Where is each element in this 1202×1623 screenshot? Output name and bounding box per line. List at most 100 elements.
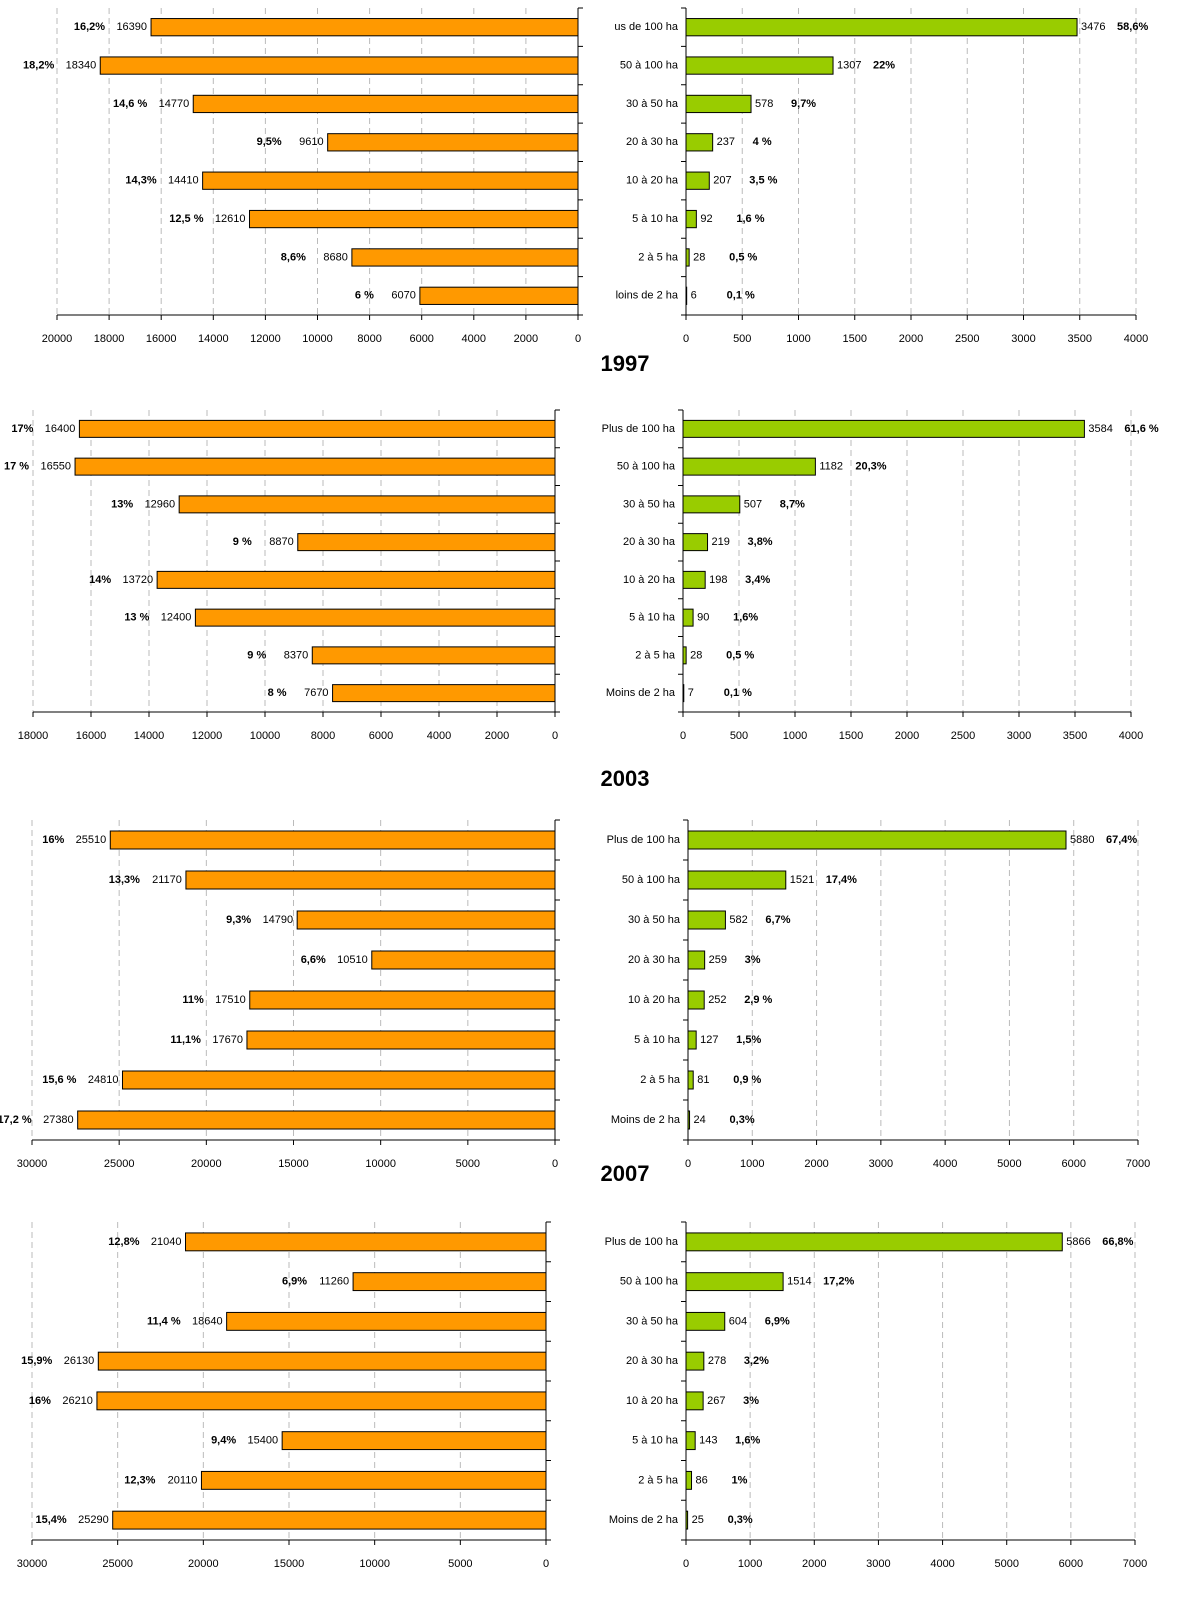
category-label: 2 à 5 ha <box>640 1074 681 1086</box>
x-tick-label: 6000 <box>409 333 433 345</box>
x-tick-label: 4000 <box>930 1558 954 1570</box>
x-tick-label: 16000 <box>146 333 177 345</box>
percent-label: 0,1 % <box>724 687 752 699</box>
value-label: 16390 <box>116 21 147 33</box>
percent-label: 16,2% <box>74 21 105 33</box>
percent-label: 1,6% <box>733 612 758 624</box>
value-label: 21170 <box>152 874 182 886</box>
value-label: 9610 <box>299 136 323 148</box>
value-label: 3584 <box>1088 423 1112 435</box>
bar <box>685 18 1078 37</box>
value-label: 90 <box>697 612 709 624</box>
value-label: 13720 <box>123 574 154 586</box>
category-label: 50 à 100 ha <box>620 1276 679 1288</box>
percent-label: 3,8% <box>748 536 773 548</box>
bar <box>685 56 834 75</box>
category-label: 5 à 10 ha <box>629 612 676 624</box>
bar <box>200 1470 547 1490</box>
x-tick-label: 7000 <box>1126 1158 1150 1170</box>
percent-label: 11,4 % <box>147 1315 181 1327</box>
value-label: 252 <box>708 994 726 1006</box>
bar <box>685 209 697 229</box>
bar <box>685 1431 696 1451</box>
value-label: 26130 <box>64 1355 95 1367</box>
bar <box>682 608 694 627</box>
percent-label: 17,2% <box>823 1276 854 1288</box>
value-label: 24810 <box>88 1074 119 1086</box>
bar <box>687 1070 694 1090</box>
bar <box>687 830 1067 850</box>
percent-label: 12,3% <box>124 1474 155 1486</box>
x-tick-label: 2000 <box>899 333 923 345</box>
value-label: 267 <box>707 1395 725 1407</box>
x-tick-label: 0 <box>685 1158 691 1170</box>
value-label: 17670 <box>212 1034 243 1046</box>
x-tick-label: 2500 <box>955 333 979 345</box>
value-label: 21040 <box>151 1236 182 1248</box>
bar <box>352 1272 547 1292</box>
percent-label: 12,8% <box>108 1236 139 1248</box>
x-tick-label: 3500 <box>1068 333 1092 345</box>
percent-label: 16% <box>42 834 64 846</box>
value-label: 20110 <box>168 1474 198 1486</box>
bar <box>78 419 556 438</box>
category-label: 30 à 50 ha <box>628 914 681 926</box>
x-tick-label: 15000 <box>278 1158 309 1170</box>
x-tick-label: 3000 <box>1011 333 1035 345</box>
x-tick-label: 4000 <box>1124 333 1148 345</box>
percent-label: 1% <box>732 1474 748 1486</box>
bar <box>687 910 726 930</box>
category-label: 5 à 10 ha <box>634 1034 681 1046</box>
x-tick-label: 3500 <box>1063 730 1087 742</box>
percent-label: 8 % <box>268 687 287 699</box>
value-label: 578 <box>755 98 773 110</box>
bar <box>96 1391 547 1411</box>
category-label: Plus de 100 ha <box>607 834 681 846</box>
bar <box>156 570 556 589</box>
value-label: 16550 <box>40 461 71 473</box>
x-tick-label: 7000 <box>1123 1558 1147 1570</box>
value-label: 198 <box>709 574 727 586</box>
value-label: 11260 <box>319 1276 349 1288</box>
category-label: 2 à 5 ha <box>638 251 679 263</box>
percent-label: 14% <box>89 574 111 586</box>
percent-label: 3,4% <box>745 574 770 586</box>
percent-label: 3% <box>743 1395 759 1407</box>
x-tick-label: 16000 <box>76 730 107 742</box>
value-label: 5880 <box>1070 834 1094 846</box>
percent-label: 6 % <box>355 290 374 302</box>
bar <box>99 56 579 75</box>
x-tick-label: 4000 <box>427 730 451 742</box>
category-label: 30 à 50 ha <box>626 98 679 110</box>
bar <box>685 248 690 267</box>
percent-label: 9,4% <box>211 1435 236 1447</box>
value-label: 18640 <box>192 1315 223 1327</box>
x-tick-label: 3000 <box>1007 730 1031 742</box>
value-label: 25 <box>692 1514 704 1526</box>
x-tick-label: 0 <box>543 1558 549 1570</box>
percent-label: 22% <box>873 59 895 71</box>
x-tick-label: 4000 <box>1119 730 1143 742</box>
x-tick-label: 1500 <box>839 730 863 742</box>
bar <box>371 950 556 970</box>
x-tick-label: 1000 <box>740 1158 764 1170</box>
x-tick-label: 1000 <box>786 333 810 345</box>
percent-label: 0,1 % <box>727 290 755 302</box>
percent-label: 17% <box>11 423 33 435</box>
percent-label: 13,3% <box>109 874 140 886</box>
value-label: 127 <box>700 1034 718 1046</box>
x-tick-label: 2000 <box>804 1158 828 1170</box>
percent-label: 3,2% <box>744 1355 769 1367</box>
percent-label: 16% <box>29 1395 51 1407</box>
category-label: 30 à 50 ha <box>626 1315 679 1327</box>
bar <box>332 684 556 703</box>
bar <box>687 950 706 970</box>
bar <box>685 1470 693 1490</box>
x-tick-label: 10000 <box>302 333 333 345</box>
bar <box>685 1510 689 1530</box>
bar <box>185 1232 547 1252</box>
bar <box>74 457 556 476</box>
value-label: 24 <box>694 1114 706 1126</box>
percent-label: 15,9% <box>21 1355 52 1367</box>
